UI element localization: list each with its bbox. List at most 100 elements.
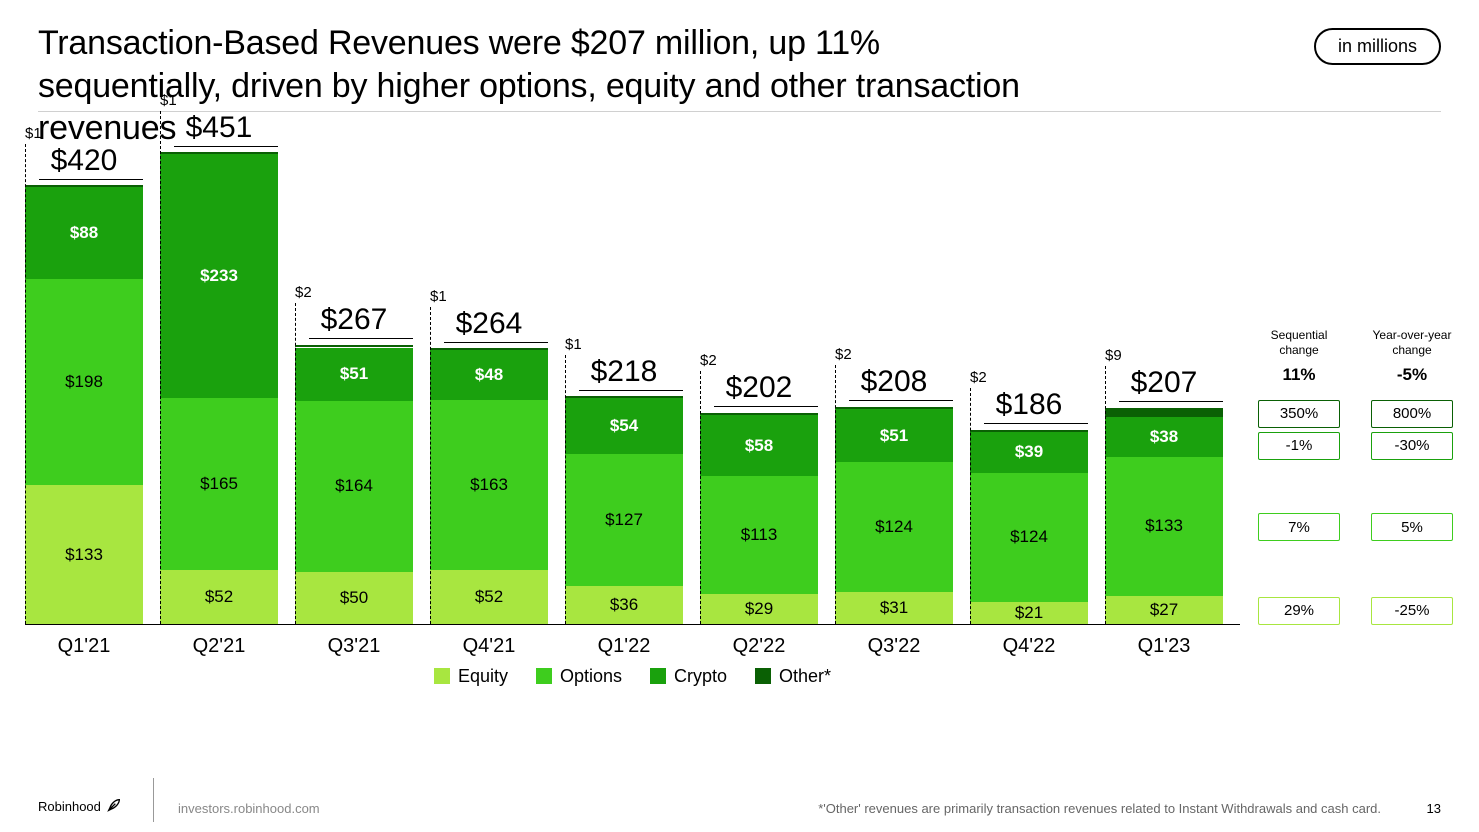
bar-total-label: $186 bbox=[970, 388, 1088, 422]
page-number: 13 bbox=[1427, 801, 1441, 816]
segment-crypto: $48 bbox=[430, 350, 548, 400]
seq-change-header: Sequential change bbox=[1258, 328, 1340, 357]
segment-label: $133 bbox=[1105, 516, 1223, 536]
segment-equity: $52 bbox=[430, 570, 548, 624]
category-label: Q2'22 bbox=[700, 635, 818, 658]
bar-total-label: $208 bbox=[835, 365, 953, 399]
segment-label: $21 bbox=[970, 603, 1088, 623]
footer-divider bbox=[153, 778, 154, 822]
segment-options: $127 bbox=[565, 454, 683, 587]
segment-label: $51 bbox=[295, 364, 413, 384]
leader-line bbox=[430, 307, 433, 624]
segment-other: $2 bbox=[295, 345, 413, 347]
segment-label: $163 bbox=[430, 475, 548, 495]
segment-label: $164 bbox=[295, 476, 413, 496]
legend-swatch bbox=[434, 668, 450, 684]
segment-label: $52 bbox=[160, 587, 278, 607]
leader-line bbox=[565, 355, 568, 624]
segment-label: $52 bbox=[430, 587, 548, 607]
bar-total-label: $264 bbox=[430, 307, 548, 341]
slide: Transaction-Based Revenues were $207 mil… bbox=[0, 0, 1479, 832]
segment-label: $124 bbox=[835, 517, 953, 537]
other-top-label: $2 bbox=[835, 346, 852, 363]
category-label: Q1'21 bbox=[25, 635, 143, 658]
segment-options: $133 bbox=[1105, 457, 1223, 596]
segment-label: $39 bbox=[970, 442, 1088, 462]
segment-equity: $21 bbox=[970, 602, 1088, 624]
segment-label: $233 bbox=[160, 266, 278, 286]
footer: Robinhood investors.robinhood.com *'Othe… bbox=[38, 782, 1441, 816]
segment-options: $163 bbox=[430, 400, 548, 570]
other-top-label: $1 bbox=[565, 336, 582, 353]
header: Transaction-Based Revenues were $207 mil… bbox=[38, 22, 1441, 112]
bar-total-label: $451 bbox=[160, 111, 278, 145]
segment-label: $124 bbox=[970, 527, 1088, 547]
total-underline bbox=[849, 400, 953, 401]
total-underline bbox=[1119, 401, 1223, 402]
other-top-label: $1 bbox=[160, 92, 177, 109]
segment-label: $127 bbox=[565, 510, 683, 530]
segment-label: $88 bbox=[25, 223, 143, 243]
investor-link: investors.robinhood.com bbox=[178, 801, 320, 816]
yoy-change-other: 800% bbox=[1371, 400, 1453, 428]
legend-swatch bbox=[755, 668, 771, 684]
yoy-change-equity: -25% bbox=[1371, 597, 1453, 625]
segment-label: $165 bbox=[160, 474, 278, 494]
leader-line bbox=[970, 388, 973, 624]
category-label: Q1'22 bbox=[565, 635, 683, 658]
segment-equity: $36 bbox=[565, 586, 683, 624]
bar-total-label: $420 bbox=[25, 144, 143, 178]
legend-item-equity: Equity bbox=[434, 666, 508, 687]
category-label: Q4'21 bbox=[430, 635, 548, 658]
brand: Robinhood bbox=[38, 797, 122, 816]
segment-other: $2 bbox=[700, 413, 818, 415]
total-underline bbox=[39, 179, 143, 180]
segment-options: $124 bbox=[970, 473, 1088, 602]
segment-crypto: $58 bbox=[700, 415, 818, 476]
other-top-label: $2 bbox=[295, 284, 312, 301]
category-label: Q3'21 bbox=[295, 635, 413, 658]
leader-line bbox=[25, 144, 28, 624]
segment-other: $1 bbox=[430, 348, 548, 350]
segment-label: $51 bbox=[835, 426, 953, 446]
segment-equity: $52 bbox=[160, 570, 278, 624]
segment-label: $29 bbox=[700, 599, 818, 619]
legend-swatch bbox=[650, 668, 666, 684]
segment-equity: $133 bbox=[25, 485, 143, 624]
bar-total-label: $207 bbox=[1105, 366, 1223, 400]
brand-text: Robinhood bbox=[38, 799, 101, 814]
legend-label: Other* bbox=[779, 666, 831, 687]
segment-label: $58 bbox=[700, 436, 818, 456]
segment-other: $2 bbox=[835, 407, 953, 409]
segment-equity: $31 bbox=[835, 592, 953, 624]
leader-line bbox=[835, 365, 838, 624]
segment-crypto: $88 bbox=[25, 187, 143, 279]
other-top-label: $2 bbox=[700, 352, 717, 369]
segment-crypto: $39 bbox=[970, 432, 1088, 473]
seq-change-equity: 29% bbox=[1258, 597, 1340, 625]
category-label: Q3'22 bbox=[835, 635, 953, 658]
segment-crypto: $51 bbox=[295, 348, 413, 401]
feather-icon bbox=[106, 797, 122, 816]
segment-options: $198 bbox=[25, 279, 143, 486]
segment-label: $198 bbox=[25, 372, 143, 392]
change-columns: Sequential change Year-over-year change … bbox=[1258, 145, 1453, 625]
yoy-change-options: 5% bbox=[1371, 513, 1453, 541]
segment-options: $165 bbox=[160, 398, 278, 570]
total-underline bbox=[714, 406, 818, 407]
legend-label: Options bbox=[560, 666, 622, 687]
segment-label: $133 bbox=[25, 545, 143, 565]
chart-area: $133$198$88$1$1$420Q1'21$52$165$233$1$1$… bbox=[25, 145, 1453, 705]
footnote: *'Other' revenues are primarily transact… bbox=[818, 801, 1381, 816]
segment-equity: $29 bbox=[700, 594, 818, 624]
category-label: Q2'21 bbox=[160, 635, 278, 658]
legend-label: Equity bbox=[458, 666, 508, 687]
segment-label: $27 bbox=[1105, 600, 1223, 620]
segment-crypto: $51 bbox=[835, 409, 953, 462]
other-top-label: $2 bbox=[970, 369, 987, 386]
seq-total: 11% bbox=[1258, 365, 1340, 385]
yoy-total: -5% bbox=[1371, 365, 1453, 385]
legend-item-options: Options bbox=[536, 666, 622, 687]
bar-total-label: $202 bbox=[700, 371, 818, 405]
segment-crypto: $233 bbox=[160, 154, 278, 397]
